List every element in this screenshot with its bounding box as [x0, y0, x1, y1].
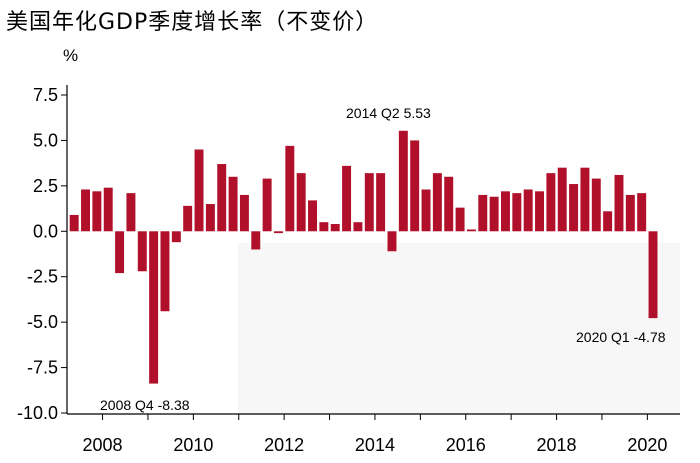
bar-2015-q3 — [444, 176, 454, 232]
bar-2014-q2 — [387, 231, 397, 252]
bar-2014-q1 — [376, 173, 386, 232]
bar-2012-q3 — [308, 200, 317, 232]
y-tick-label: -10.0 — [17, 403, 58, 423]
bar-2017-q1 — [512, 193, 522, 232]
y-axis-unit: % — [63, 46, 79, 65]
annotation-label: 2008 Q4 -8.38 — [100, 397, 190, 413]
bar-2015-q2 — [432, 173, 442, 232]
bar-2013-q4 — [364, 173, 374, 232]
bar-2019-q4 — [637, 193, 647, 232]
chart-title: 美国年化GDP季度增长率（不变价） — [6, 10, 379, 35]
bar-2018-q4 — [591, 178, 601, 232]
bar-2007-q2 — [69, 214, 79, 232]
bar-2019-q2 — [614, 174, 624, 232]
bar-2012-q1 — [285, 145, 295, 232]
bar-2008-q1 — [103, 187, 113, 232]
annotation-label: 2014 Q2 5.53 — [346, 105, 431, 121]
bar-2017-q4 — [546, 173, 556, 232]
y-tick-label: 7.5 — [33, 85, 58, 105]
bar-2007-q3 — [81, 189, 90, 232]
bar-2012-q2 — [296, 173, 306, 232]
bar-2009-q4 — [183, 205, 193, 232]
bar-2010-q3 — [217, 164, 227, 232]
bar-2009-q1 — [149, 231, 159, 384]
bar-2011-q4 — [274, 231, 283, 234]
bar-2011-q2 — [251, 231, 261, 250]
bar-2020-q1 — [648, 231, 658, 319]
bar-2010-q4 — [228, 176, 238, 232]
y-tick-label: -2.5 — [27, 267, 58, 287]
bar-2018-q3 — [580, 167, 590, 232]
bar-2013-q3 — [353, 222, 363, 232]
bar-2011-q1 — [239, 194, 249, 232]
x-tick-label: 2012 — [264, 435, 304, 455]
x-tick-label: 2008 — [83, 435, 123, 455]
bar-2018-q2 — [569, 184, 579, 232]
bar-2016-q4 — [501, 191, 510, 232]
bar-2019-q1 — [603, 211, 613, 232]
bar-2017-q3 — [535, 191, 544, 232]
bar-2018-q1 — [557, 167, 567, 232]
bar-2014-q4 — [410, 140, 420, 232]
bar-2017-q2 — [523, 189, 533, 232]
bar-2016-q2 — [478, 194, 488, 232]
y-tick-label: -5.0 — [27, 312, 58, 332]
y-tick-label: 0.0 — [33, 221, 58, 241]
bar-2013-q1 — [330, 224, 340, 232]
bar-2016-q3 — [489, 196, 499, 232]
x-tick-label: 2016 — [446, 435, 486, 455]
bar-2014-q3 — [398, 130, 408, 232]
bar-2012-q4 — [319, 222, 329, 232]
bar-2011-q3 — [262, 178, 272, 232]
annotation-label: 2020 Q1 -4.78 — [576, 329, 666, 345]
y-tick-label: 5.0 — [33, 130, 58, 150]
bar-2016-q1 — [466, 229, 476, 232]
x-tick-label: 2010 — [173, 435, 213, 455]
y-tick-label: -7.5 — [27, 358, 58, 378]
bar-2008-q4 — [137, 231, 147, 272]
x-tick-label: 2018 — [537, 435, 577, 455]
bar-2019-q3 — [625, 194, 635, 232]
bar-2008-q3 — [126, 193, 136, 232]
bar-2015-q4 — [455, 207, 465, 232]
bar-2015-q1 — [421, 189, 431, 232]
bar-2007-q4 — [92, 191, 102, 232]
x-tick-label: 2020 — [627, 435, 667, 455]
bar-2013-q2 — [342, 165, 352, 232]
y-tick-label: 2.5 — [33, 176, 58, 196]
x-tick-label: 2014 — [355, 435, 395, 455]
bar-2010-q1 — [194, 149, 204, 232]
bar-2009-q3 — [171, 231, 181, 243]
plot-shade — [238, 243, 680, 415]
bar-2010-q2 — [205, 204, 215, 232]
bar-2008-q2 — [115, 231, 125, 274]
bar-2009-q2 — [160, 231, 170, 312]
